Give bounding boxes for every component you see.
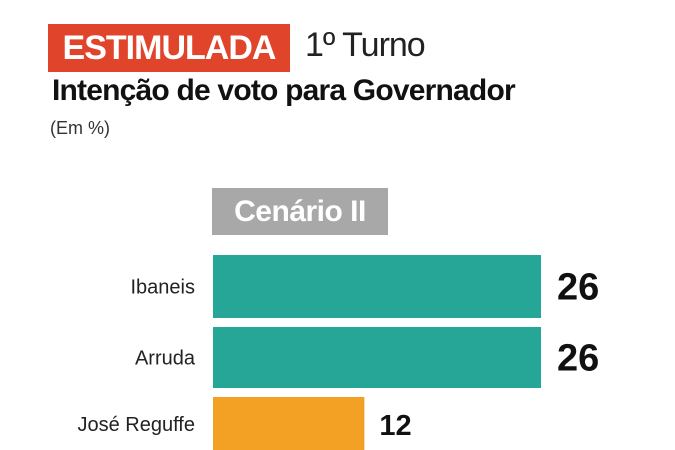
unit-label: (Em %) <box>50 118 110 138</box>
bar-1 <box>213 327 541 388</box>
bar-0 <box>213 255 541 318</box>
value-label: 26 <box>557 267 599 309</box>
estimulada-tag: ESTIMULADA <box>48 24 290 72</box>
bar-2 <box>213 397 365 450</box>
value-label: 26 <box>557 338 599 380</box>
value-label: 12 <box>379 410 411 442</box>
category-label: Ibaneis <box>131 277 196 299</box>
round-label: 1º Turno <box>305 26 426 64</box>
scenario-label: Cenário II <box>212 188 388 235</box>
category-label: José Reguffe <box>78 414 196 436</box>
chart-title: Intenção de voto para Governador <box>52 74 516 107</box>
category-label: Arruda <box>135 348 196 370</box>
